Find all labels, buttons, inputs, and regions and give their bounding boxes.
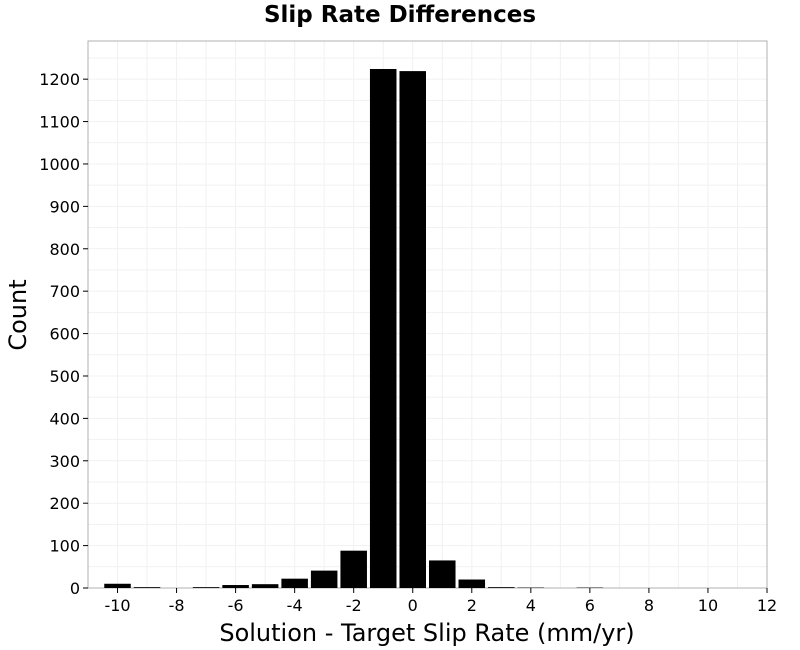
y-tick-label: 800 <box>49 240 80 259</box>
histogram-bar <box>488 587 515 588</box>
x-tick-label: 0 <box>408 596 418 615</box>
histogram-bar <box>222 585 249 588</box>
y-tick-label: 900 <box>49 197 80 216</box>
y-tick-label: 700 <box>49 282 80 301</box>
histogram-bar <box>133 587 161 588</box>
histogram-bar <box>310 570 338 588</box>
histogram-bar <box>369 68 397 589</box>
y-tick-label: 1200 <box>39 70 80 89</box>
bars <box>104 68 604 589</box>
x-tick-label: 4 <box>526 596 536 615</box>
y-tick-label: 1000 <box>39 155 80 174</box>
x-tick-label: 10 <box>698 596 718 615</box>
y-tick-label: 600 <box>49 325 80 344</box>
y-tick-label: 1100 <box>39 113 80 132</box>
grid <box>88 41 767 588</box>
x-tick-label: -10 <box>104 596 130 615</box>
histogram-bar <box>429 560 456 588</box>
y-tick-label: 0 <box>70 579 80 598</box>
histogram-bar <box>399 71 426 588</box>
x-tick-label: -4 <box>287 596 303 615</box>
histogram-bar <box>458 579 486 588</box>
x-tick-label: -2 <box>346 596 362 615</box>
plot-area <box>87 40 768 589</box>
x-tick-label: 8 <box>644 596 654 615</box>
x-axis-title: Solution - Target Slip Rate (mm/yr) <box>219 619 634 647</box>
chart-title: Slip Rate Differences <box>263 2 537 28</box>
histogram-bar <box>281 578 308 588</box>
x-tick-label: 12 <box>757 596 777 615</box>
y-tick-label: 100 <box>49 537 80 556</box>
y-tick-label: 400 <box>49 409 80 428</box>
x-tick-label: -8 <box>169 596 185 615</box>
y-tick-label: 500 <box>49 367 80 386</box>
histogram-bar <box>251 584 279 588</box>
y-tick-label: 300 <box>49 452 80 471</box>
histogram-bar <box>340 550 367 588</box>
y-axis-title: Count <box>4 279 32 350</box>
y-tick-label: 200 <box>49 494 80 513</box>
histogram-bar <box>104 583 131 588</box>
axes: -10 -8 -6 -4 -2 0 2 4 6 8 10 12 0 100 200 300 400 500 600 7… <box>39 70 777 615</box>
x-tick-label: -6 <box>228 596 244 615</box>
x-tick-label: 6 <box>585 596 595 615</box>
x-tick-label: 2 <box>467 596 477 615</box>
histogram-bar <box>192 587 220 588</box>
